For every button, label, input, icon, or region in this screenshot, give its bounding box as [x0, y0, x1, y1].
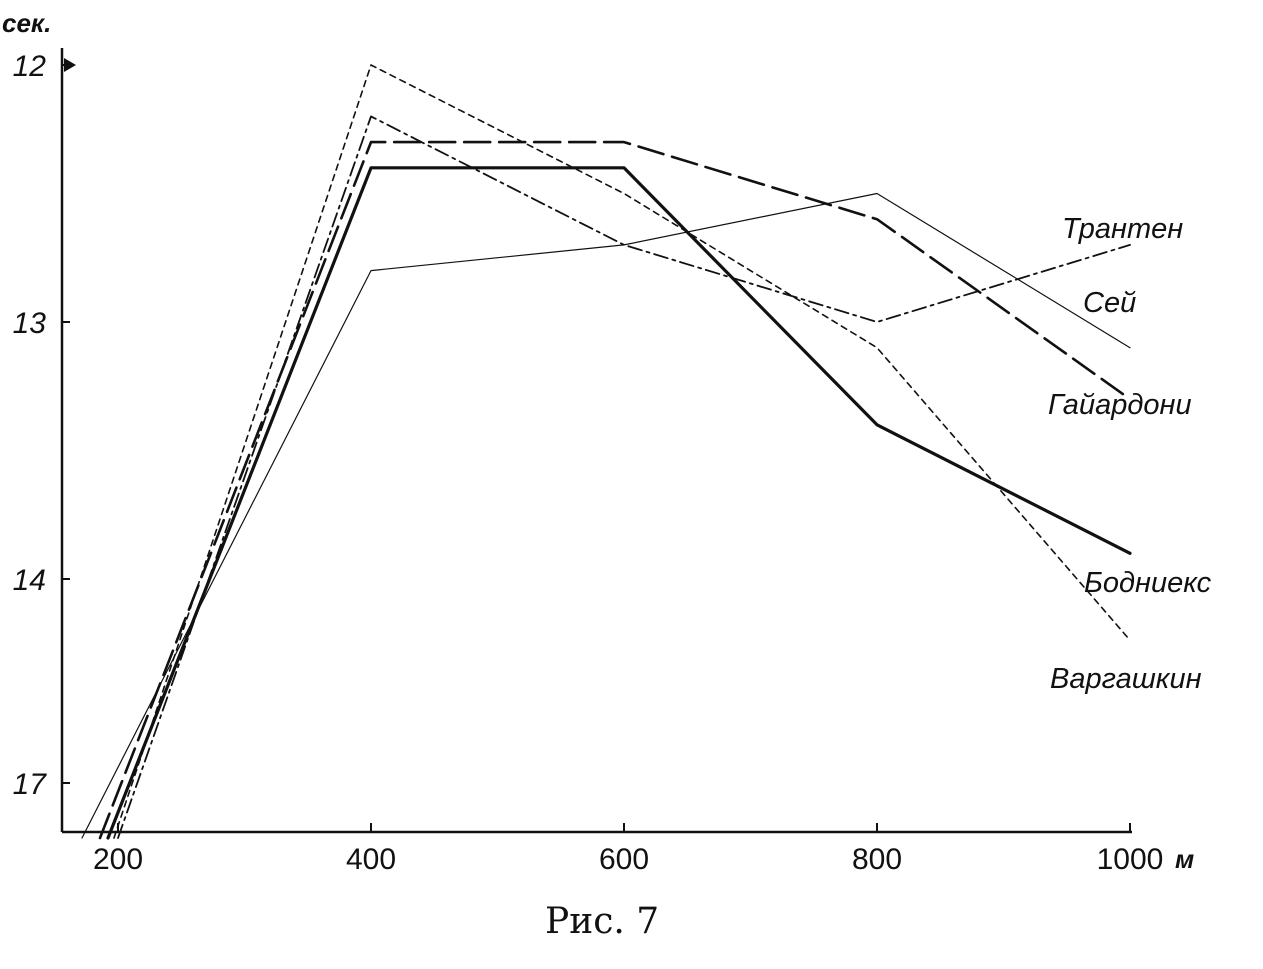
x-tick-label: 200	[93, 843, 143, 876]
x-tick-label: 400	[346, 843, 396, 876]
y-tick-label: 13	[13, 307, 47, 340]
series-label-1: Трантен	[1062, 213, 1183, 245]
x-tick-label: 600	[599, 843, 649, 876]
series-label-2: Сей	[1083, 287, 1136, 319]
y-tick-label: 14	[13, 564, 46, 597]
series-labels: Трантен Сей Гайардони Бодниекс Варгашкин	[1048, 213, 1212, 695]
series-line-2	[81, 192, 1131, 839]
series-lines	[81, 64, 1132, 840]
x-tick-label: 1000	[1097, 843, 1164, 876]
series-line-3	[98, 140, 1132, 840]
figure-caption: Рис. 7	[545, 901, 659, 942]
series-line-5	[113, 64, 1131, 839]
axes	[60, 48, 1132, 834]
y-axis-unit: сек.	[2, 8, 51, 38]
y-tick-label: 12	[13, 50, 47, 83]
x-tick-label: 800	[852, 843, 902, 876]
x-axis-unit: м	[1175, 844, 1194, 874]
series-label-4: Бодниекс	[1084, 567, 1212, 599]
series-label-3: Гайардони	[1048, 389, 1192, 421]
series-label-5: Варгашкин	[1050, 663, 1202, 695]
tick-labels: 12 13 14 17 200 400 600 800 1000	[13, 50, 1164, 876]
series-line-4	[106, 166, 1132, 840]
y-tick-label: 17	[13, 768, 48, 801]
